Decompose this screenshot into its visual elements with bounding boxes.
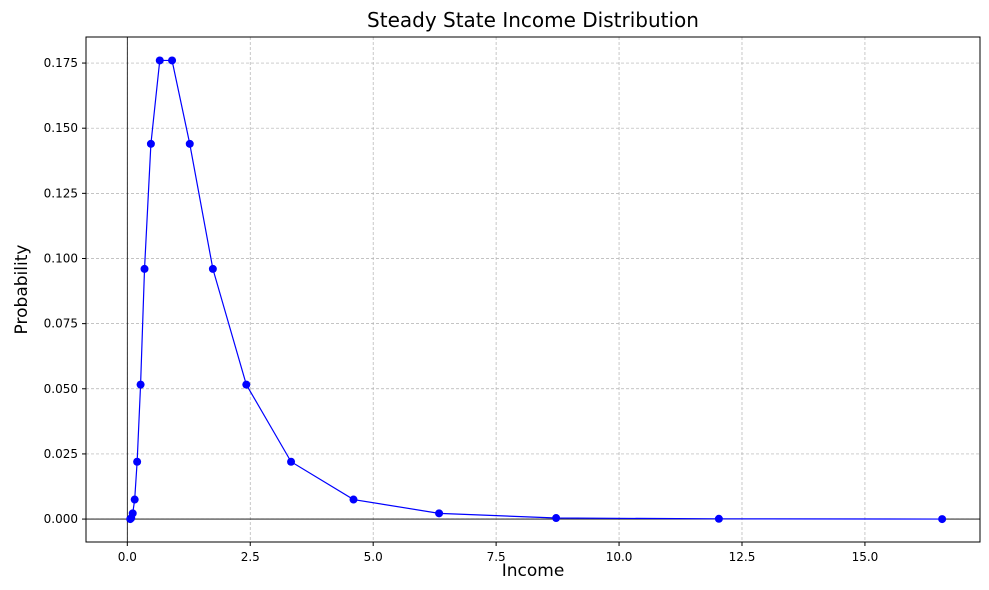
x-tick-label: 7.5: [487, 550, 506, 564]
data-point: [242, 380, 251, 389]
data-point: [128, 509, 137, 518]
data-point: [168, 56, 177, 65]
x-axis-ticks: 0.0 2.5 5.0 7.5 10.0 12.5 15.0: [118, 542, 879, 564]
data-point: [552, 514, 561, 523]
x-tick-label: 10.0: [606, 550, 633, 564]
data-point: [287, 457, 296, 466]
data-point: [938, 515, 947, 524]
x-tick-label: 12.5: [729, 550, 756, 564]
y-axis-ticks: 0.000 0.025 0.050 0.075 0.100 0.125 0.150 0.175: [44, 56, 86, 526]
x-tick-label: 15.0: [852, 550, 879, 564]
data-point: [130, 495, 139, 504]
y-tick-label: 0.025: [44, 447, 78, 461]
series-layer: [126, 56, 947, 524]
y-tick-label: 0.175: [44, 56, 78, 70]
data-point: [714, 514, 723, 523]
x-tick-label: 0.0: [118, 550, 137, 564]
y-tick-label: 0.125: [44, 186, 78, 200]
y-tick-label: 0.050: [44, 382, 78, 396]
data-point: [140, 264, 149, 273]
data-point: [185, 139, 194, 148]
plot-frame: [85, 36, 981, 543]
x-tick-label: 2.5: [241, 550, 260, 564]
data-point: [435, 509, 444, 518]
chart-title: Steady State Income Distribution: [367, 8, 699, 32]
x-tick-label: 5.0: [364, 550, 383, 564]
y-tick-label: 0.000: [44, 512, 78, 526]
x-axis-title: Income: [502, 561, 565, 581]
data-point: [349, 495, 358, 504]
y-axis-title: Probability: [12, 245, 32, 335]
data-point: [155, 56, 164, 65]
data-point: [133, 457, 142, 466]
y-tick-label: 0.100: [44, 251, 78, 265]
data-point: [136, 380, 145, 389]
y-tick-label: 0.150: [44, 121, 78, 135]
data-point: [208, 264, 217, 273]
data-point: [146, 139, 155, 148]
y-tick-label: 0.075: [44, 317, 78, 331]
